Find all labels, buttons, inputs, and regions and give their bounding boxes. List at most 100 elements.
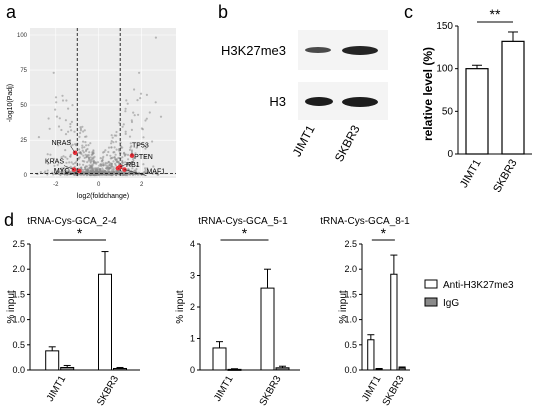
- volcano-point: [85, 135, 88, 138]
- volcano-point: [140, 127, 143, 130]
- x-tick-label: JIMT1: [212, 374, 236, 404]
- volcano-point: [139, 92, 143, 95]
- volcano-point: [69, 139, 72, 142]
- volcano-point: [134, 152, 137, 155]
- volcano-point: [114, 162, 117, 165]
- volcano-point: [88, 151, 91, 154]
- volcano-point: [83, 156, 86, 159]
- subchart-title: tRNA-Cys-GCA_5-1: [198, 216, 288, 227]
- volcano-point: [59, 173, 62, 176]
- volcano-point: [89, 142, 92, 145]
- volcano-point: [112, 171, 115, 174]
- volcano-point: [126, 171, 129, 174]
- volcano-point: [126, 102, 129, 105]
- volcano-point: [85, 169, 88, 172]
- volcano-point: [122, 173, 125, 176]
- volcano-point: [112, 160, 115, 163]
- volcano-point: [64, 169, 67, 172]
- volcano-point: [156, 173, 159, 176]
- bar-igg: [398, 367, 406, 371]
- volcano-point: [136, 99, 139, 102]
- volcano-point: [82, 140, 85, 143]
- volcano-plot-area: [30, 28, 176, 178]
- volcano-point: [75, 160, 78, 163]
- y-tick-label: 150: [436, 21, 453, 32]
- volcano-point: [82, 130, 85, 133]
- volcano-point: [145, 117, 148, 120]
- y-tick-label: 2.0: [12, 264, 25, 274]
- volcano-point: [69, 155, 72, 158]
- y-tick-label: 3: [190, 271, 195, 281]
- volcano-point: [72, 162, 75, 166]
- volcano-point: [148, 111, 151, 114]
- volcano-point: [124, 130, 127, 133]
- volcano-point: [133, 88, 136, 91]
- volcano-point: [87, 169, 90, 172]
- volcano-y-tick-label: 0: [24, 173, 28, 179]
- bar-igg: [60, 366, 75, 371]
- volcano-point: [113, 151, 116, 154]
- volcano-point: [152, 165, 155, 168]
- volcano-point: [78, 148, 81, 151]
- volcano-point: [49, 153, 52, 156]
- y-tick-label: 2.5: [12, 239, 25, 249]
- volcano-point: [65, 167, 68, 170]
- volcano-point: [86, 161, 89, 164]
- volcano-point: [107, 150, 110, 154]
- volcano-point: [99, 169, 102, 172]
- bar-anti-h3k27me3: [390, 273, 398, 371]
- y-tick-label: 1.5: [344, 289, 357, 299]
- volcano-point: [92, 160, 95, 163]
- volcano-point: [87, 144, 90, 147]
- volcano-point: [78, 156, 81, 159]
- volcano-point: [132, 111, 135, 114]
- legend-swatch-igg: [424, 297, 438, 307]
- volcano-point: [60, 156, 63, 159]
- y-axis-label: % input: [6, 290, 17, 324]
- volcano-point: [69, 125, 72, 128]
- volcano-point: [92, 157, 95, 160]
- volcano-point: [56, 163, 59, 167]
- volcano-point: [61, 99, 65, 102]
- blot-band: [305, 47, 331, 53]
- volcano-point: [83, 160, 86, 163]
- volcano-point: [39, 171, 42, 174]
- volcano-point: [129, 142, 132, 145]
- blot-band: [342, 46, 378, 55]
- volcano-point: [110, 142, 113, 145]
- volcano-point: [115, 158, 118, 161]
- y-tick-label: 0.0: [344, 365, 357, 375]
- volcano-point: [122, 123, 125, 126]
- volcano-point: [114, 153, 117, 156]
- volcano-point: [59, 171, 62, 174]
- volcano-point: [110, 140, 113, 143]
- volcano-x-tick-label: 2: [140, 182, 144, 188]
- volcano-point: [154, 101, 157, 104]
- volcano-point: [57, 144, 60, 147]
- volcano-x-tick-label: 0: [97, 182, 101, 188]
- volcano-point: [111, 156, 114, 159]
- volcano-point: [115, 148, 118, 151]
- blot-band: [342, 97, 378, 107]
- volcano-point: [143, 170, 146, 174]
- volcano-point: [105, 154, 109, 157]
- gene-label: RB1: [126, 162, 140, 169]
- volcano-point: [126, 153, 130, 156]
- volcano-point: [124, 110, 127, 113]
- volcano-point: [104, 170, 107, 173]
- volcano-point: [139, 97, 142, 100]
- volcano-point: [144, 156, 147, 159]
- subchart-title: tRNA-Cys-GCA_2-4: [27, 216, 117, 227]
- volcano-point: [121, 125, 124, 128]
- volcano-point: [84, 166, 87, 169]
- volcano-point: [65, 161, 68, 164]
- gene-label-leader: [124, 169, 147, 176]
- volcano-point: [83, 146, 86, 149]
- legend-label: Anti-H3K27me3: [443, 280, 514, 291]
- y-tick-label: 0: [190, 365, 195, 375]
- volcano-point: [136, 164, 139, 167]
- bar: [465, 68, 489, 155]
- volcano-point: [53, 157, 56, 160]
- volcano-point: [131, 167, 134, 170]
- volcano-point: [87, 154, 90, 157]
